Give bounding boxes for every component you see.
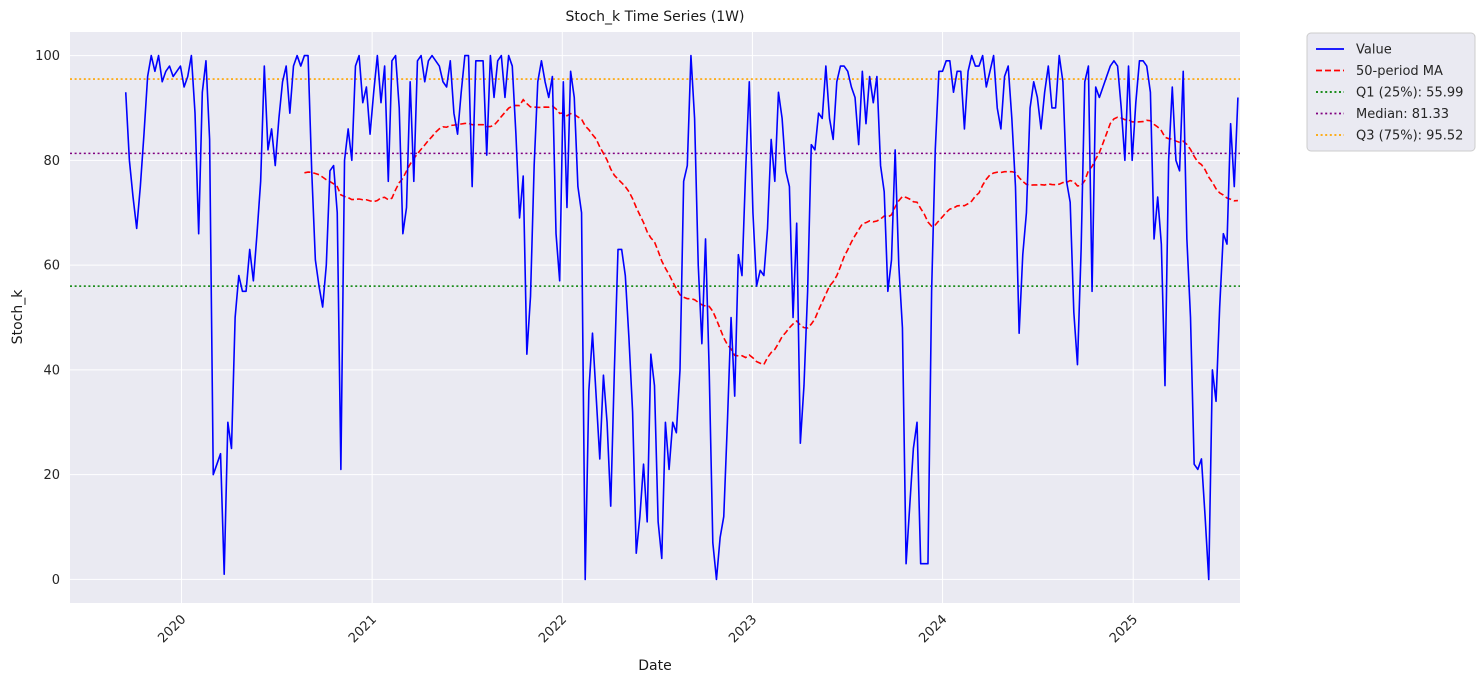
legend-label: Median: 81.33 bbox=[1356, 107, 1449, 122]
legend-label: 50-period MA bbox=[1356, 64, 1443, 79]
legend-label: Q3 (75%): 95.52 bbox=[1356, 129, 1463, 144]
x-tick-label: 2022 bbox=[536, 612, 570, 646]
x-tick-label: 2025 bbox=[1107, 612, 1141, 646]
x-tick-label: 2021 bbox=[346, 612, 380, 646]
legend: Value 50-period MA Q1 (25%): 55.99 Median: … bbox=[1306, 32, 1476, 152]
y-tick-label: 40 bbox=[43, 363, 60, 378]
x-tick-label: 2023 bbox=[726, 612, 760, 646]
y-tick-label: 20 bbox=[43, 468, 60, 483]
value-line bbox=[124, 54, 1239, 581]
legend-frame bbox=[1306, 32, 1476, 152]
y-tick-label: 60 bbox=[43, 259, 60, 274]
chart-title: Stoch_k Time Series (1W) bbox=[566, 9, 745, 25]
x-tick-label: 2020 bbox=[155, 612, 189, 646]
plot-area bbox=[70, 32, 1240, 603]
x-tick-label: 2024 bbox=[916, 612, 950, 646]
x-axis-label: Date bbox=[638, 658, 671, 674]
y-axis-ticks: 0 20 40 60 80 100 bbox=[35, 49, 60, 588]
x-axis-ticks: 2020 2021 2022 2023 2024 2025 bbox=[155, 612, 1141, 646]
y-tick-label: 100 bbox=[35, 49, 60, 64]
legend-label: Value bbox=[1356, 43, 1392, 58]
value-series bbox=[124, 54, 1239, 581]
y-tick-label: 0 bbox=[52, 573, 60, 588]
y-tick-label: 80 bbox=[43, 154, 60, 169]
legend-label: Q1 (25%): 55.99 bbox=[1356, 86, 1463, 101]
y-axis-label: Stoch_k bbox=[10, 289, 26, 345]
